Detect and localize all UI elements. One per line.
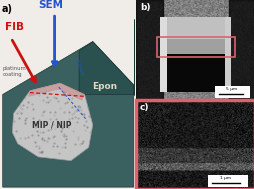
Text: platinum
coating: platinum coating: [3, 66, 26, 77]
Bar: [166, 17, 224, 40]
Bar: [160, 17, 166, 92]
Text: c): c): [139, 103, 149, 112]
Polygon shape: [3, 42, 133, 187]
Text: SEM: SEM: [38, 0, 63, 10]
Polygon shape: [79, 42, 133, 94]
Text: 1 μm: 1 μm: [220, 176, 231, 180]
Text: a): a): [1, 4, 12, 14]
Polygon shape: [28, 83, 84, 100]
Text: trench: trench: [74, 59, 83, 77]
Bar: [166, 39, 224, 54]
Bar: [214, 86, 249, 98]
Bar: [224, 17, 230, 92]
Bar: [156, 37, 234, 57]
Text: b): b): [139, 3, 150, 12]
Text: 5 μm: 5 μm: [225, 87, 236, 91]
Bar: [207, 175, 247, 187]
Polygon shape: [12, 83, 92, 161]
Text: FIB: FIB: [5, 22, 24, 32]
Text: Epon: Epon: [92, 82, 117, 91]
Bar: [162, 54, 228, 92]
Text: MIP / NIP: MIP / NIP: [32, 120, 71, 129]
